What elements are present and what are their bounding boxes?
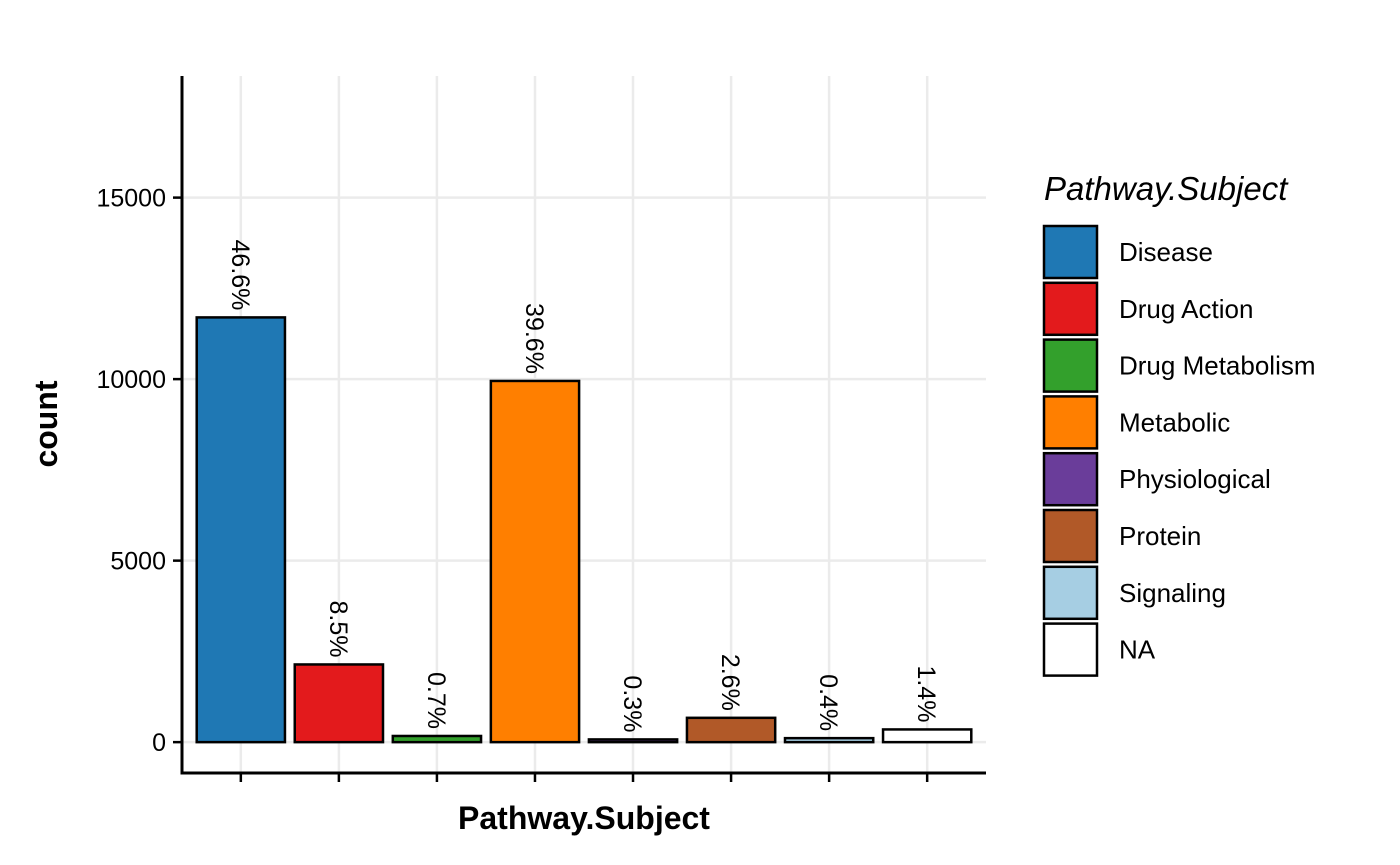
bar-disease xyxy=(195,316,287,744)
y-tick-label: 0 xyxy=(152,729,166,757)
bar-protein xyxy=(685,716,777,744)
legend-key-signaling xyxy=(1042,565,1099,621)
bar-value-label: 1.4% xyxy=(912,665,940,722)
bar-value-label: 0.3% xyxy=(618,675,646,732)
legend-key-drug-action xyxy=(1042,281,1099,337)
legend-key-physiological xyxy=(1042,451,1099,507)
bar-value-label: 0.7% xyxy=(422,672,450,729)
y-tick-label: 10000 xyxy=(96,366,166,394)
legend-label: Disease xyxy=(1119,237,1213,267)
bar-metabolic xyxy=(489,379,581,744)
legend-key-disease xyxy=(1042,224,1099,280)
label-layer: 46.6% 8.5% 0.7% 39.6% 0.3% 2.6% 0.4% 1.4% xyxy=(226,240,940,733)
bar-value-label: 2.6% xyxy=(716,654,744,711)
legend-label: Protein xyxy=(1119,521,1201,551)
legend-key-protein xyxy=(1042,508,1099,564)
bar-signaling xyxy=(783,736,875,744)
y-tick-label: 15000 xyxy=(96,185,166,213)
legend-key-drug-metabolism xyxy=(1042,338,1099,393)
bar-value-label: 0.4% xyxy=(814,674,842,731)
legend-items: Disease Drug Action Drug Metabolism Metabol… xyxy=(1042,224,1316,677)
bar-drug-metabolism xyxy=(391,734,483,744)
bar-layer xyxy=(195,316,973,744)
legend-key-metabolic xyxy=(1042,395,1099,450)
legend-label: Drug Action xyxy=(1119,294,1253,324)
x-axis-title: Pathway.Subject xyxy=(458,800,710,836)
bar-na xyxy=(881,728,973,744)
legend-label: Metabolic xyxy=(1119,407,1230,437)
bar-value-label: 8.5% xyxy=(324,600,352,657)
legend-label: Drug Metabolism xyxy=(1119,351,1316,381)
y-axis-title: count xyxy=(28,380,64,467)
legend-label: NA xyxy=(1119,635,1156,665)
y-tick-label: 5000 xyxy=(110,548,166,576)
bar-physiological xyxy=(587,738,679,744)
legend-key-na xyxy=(1042,622,1099,677)
bar-value-label: 39.6% xyxy=(520,303,548,374)
bar-drug-action xyxy=(293,663,385,744)
legend-label: Signaling xyxy=(1119,578,1226,608)
axis-layer: 0 5000 10000 15000 xyxy=(96,76,986,782)
legend-label: Physiological xyxy=(1119,464,1271,494)
legend: Pathway.Subject Disease Drug Action Drug M… xyxy=(1042,170,1316,677)
bar-value-label: 46.6% xyxy=(226,240,254,311)
legend-title: Pathway.Subject xyxy=(1044,170,1289,207)
